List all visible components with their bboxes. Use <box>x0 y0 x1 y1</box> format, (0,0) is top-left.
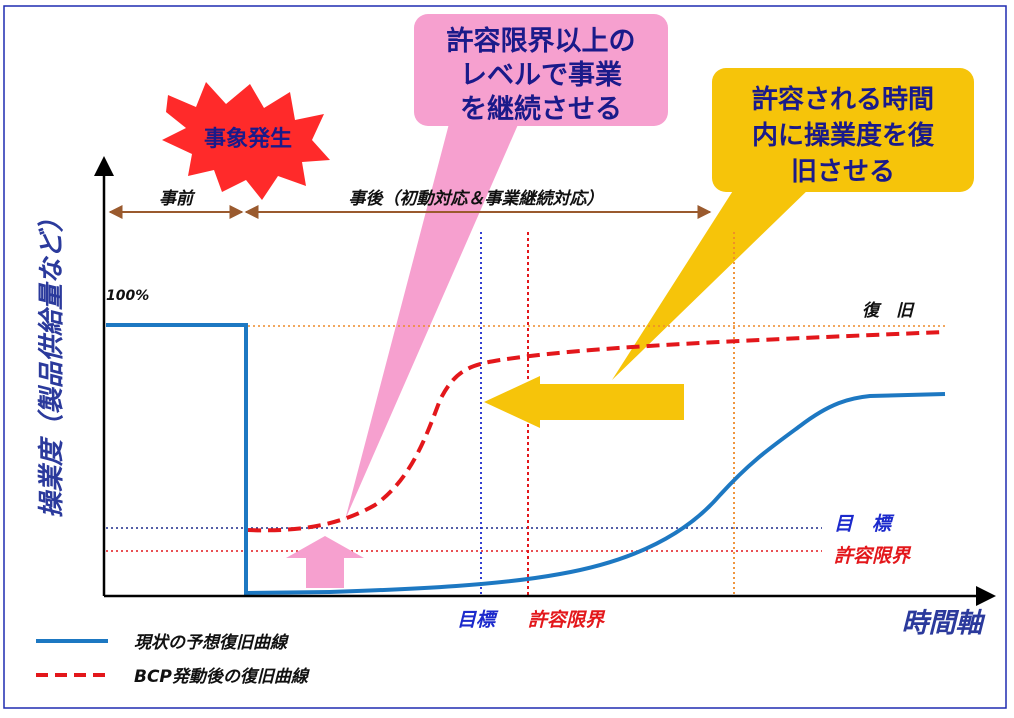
legend-current-label: 現状の予想復旧曲線 <box>134 633 289 653</box>
pink-callout-box <box>414 14 668 126</box>
yellow-callout-beam <box>612 186 812 380</box>
target-level-label: 目 標 <box>834 513 895 535</box>
y-axis-label: 操業度（製品供給量など） <box>37 206 67 518</box>
bcp-recovery-curve <box>247 330 946 533</box>
yellow-callout-line-1: 許容される時間 <box>752 84 934 115</box>
pink-callout-line-3: を継続させる <box>460 93 622 125</box>
pink-callout-beam <box>345 120 520 520</box>
yellow-callout-line-3: 旧させる <box>791 157 895 187</box>
before-phase-label: 事前 <box>159 189 196 209</box>
tolerance-level-label: 許容限界 <box>834 545 912 567</box>
x-axis-label: 時間軸 <box>902 608 986 639</box>
event-label: 事象発生 <box>204 126 292 152</box>
tolerance-time-label: 許容限界 <box>528 609 606 631</box>
yellow-callout-box <box>712 68 974 192</box>
recovery-label: 復 旧 <box>862 301 915 321</box>
target-time-label: 目標 <box>457 609 499 631</box>
current-recovery-curve <box>106 323 946 596</box>
explosion-star-icon <box>162 82 330 200</box>
up-arrow-icon <box>286 536 364 588</box>
left-arrow-icon <box>484 376 684 428</box>
after-phase-label: 事後（初動対応＆事業継続対応） <box>349 189 604 209</box>
pink-callout-line-1: 許容限界以上の <box>447 25 636 57</box>
outer-frame <box>3 5 1007 709</box>
legend-bcp-label: BCP発動後の復旧曲線 <box>134 667 310 687</box>
hundred-percent-label: 100% <box>106 288 149 304</box>
pink-callout-line-2: レベルで事業 <box>460 60 622 91</box>
yellow-callout-line-2: 内に操業度を復 <box>752 120 935 151</box>
